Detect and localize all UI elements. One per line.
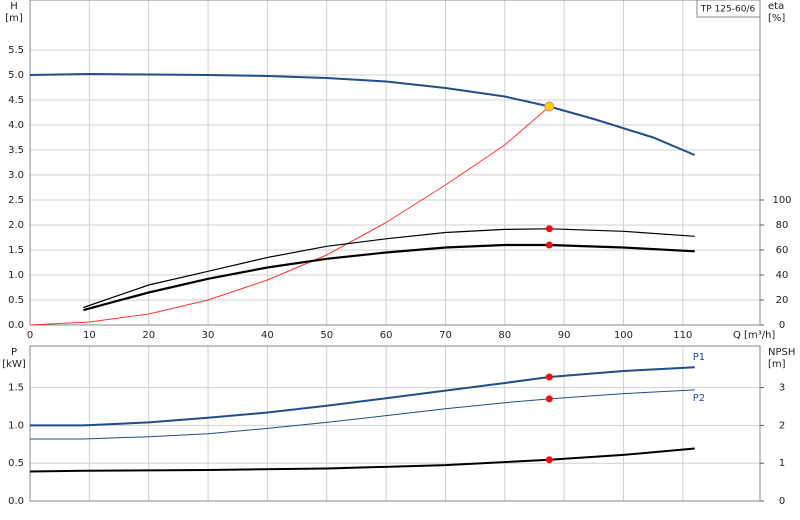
plot-frame bbox=[29, 345, 761, 502]
y2-tick-label: 40 bbox=[776, 270, 789, 281]
curve bbox=[83, 243, 695, 312]
curve bbox=[29, 447, 695, 473]
marker bbox=[545, 225, 553, 233]
x-tick-label: 70 bbox=[439, 330, 452, 341]
x-tick-label: 80 bbox=[498, 330, 511, 341]
marker bbox=[545, 456, 553, 464]
x-tick-label: 110 bbox=[673, 330, 692, 341]
y-tick-label: 1.0 bbox=[8, 420, 24, 431]
series-label: P2 bbox=[693, 393, 705, 404]
y2-tick-label: 3 bbox=[779, 383, 785, 394]
curve bbox=[29, 72, 696, 156]
marker bbox=[545, 395, 553, 403]
y-tick-label: 1.5 bbox=[8, 245, 24, 256]
y2-tick-label: 0 bbox=[779, 320, 785, 331]
x-tick-label: 40 bbox=[261, 330, 274, 341]
y-tick-label: 0.5 bbox=[8, 458, 24, 469]
y2-tick-label: 0 bbox=[779, 496, 785, 507]
marker bbox=[544, 101, 555, 112]
x-tick-label: 30 bbox=[202, 330, 215, 341]
x-tick-label: 100 bbox=[614, 330, 633, 341]
y2-tick-label: 80 bbox=[776, 220, 789, 231]
x-tick-label: 10 bbox=[83, 330, 96, 341]
y-tick-label: 2.0 bbox=[8, 220, 24, 231]
chart-title: TP 125-60/6 bbox=[700, 5, 756, 15]
y2-tick-label: 2 bbox=[779, 420, 785, 431]
x-tick-label: 90 bbox=[558, 330, 571, 341]
y2-tick-label: 20 bbox=[776, 295, 789, 306]
y-tick-label: 5.5 bbox=[8, 45, 24, 56]
y2-axis-label: NPSH bbox=[768, 347, 795, 358]
y2-axis-label: eta bbox=[768, 1, 784, 12]
y2-tick-label: 100 bbox=[772, 195, 791, 206]
curve bbox=[83, 228, 695, 309]
y2-tick-label: 60 bbox=[776, 245, 789, 256]
y-axis-unit: [kW] bbox=[2, 359, 26, 370]
y-tick-label: 1.5 bbox=[8, 383, 24, 394]
y2-axis-unit: [m] bbox=[768, 359, 786, 370]
y-axis-label: P bbox=[11, 347, 17, 358]
curve bbox=[30, 366, 695, 427]
y-tick-label: 0.0 bbox=[8, 496, 24, 507]
series-label: P1 bbox=[693, 352, 705, 363]
y-tick-label: 1.0 bbox=[8, 270, 24, 281]
y-tick-label: 0.0 bbox=[8, 320, 24, 331]
curve bbox=[30, 389, 695, 440]
curve bbox=[29, 106, 550, 326]
x-axis-label: Q [m³/h] bbox=[733, 330, 775, 341]
plot-frame bbox=[29, 0, 761, 326]
marker bbox=[545, 373, 553, 381]
title-box bbox=[696, 0, 761, 18]
marker bbox=[545, 241, 553, 249]
y-tick-label: 3.5 bbox=[8, 145, 24, 156]
y-tick-label: 5.0 bbox=[8, 70, 24, 81]
x-tick-label: 20 bbox=[142, 330, 155, 341]
y2-tick-label: 1 bbox=[779, 458, 785, 469]
x-tick-label: 60 bbox=[380, 330, 393, 341]
y-tick-label: 2.5 bbox=[8, 195, 24, 206]
y2-axis-unit: [%] bbox=[768, 13, 785, 24]
y-tick-label: 4.0 bbox=[8, 120, 24, 131]
y-tick-label: 0.5 bbox=[8, 295, 24, 306]
x-tick-label: 50 bbox=[320, 330, 333, 341]
y-axis-label: H bbox=[10, 1, 18, 12]
y-axis-unit: [m] bbox=[5, 13, 23, 24]
x-tick-label: 0 bbox=[27, 330, 33, 341]
y-tick-label: 3.0 bbox=[8, 170, 24, 181]
y-tick-label: 4.5 bbox=[8, 95, 24, 106]
